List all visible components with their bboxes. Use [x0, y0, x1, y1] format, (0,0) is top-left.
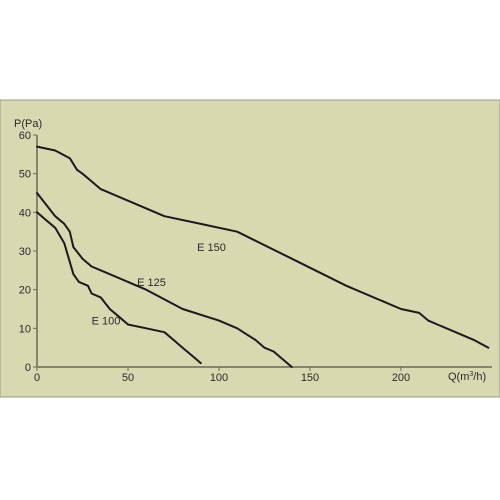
y-tick-label-50: 50 [19, 169, 31, 181]
tick-labels: 0 10 20 30 40 50 60 0 50 100 150 200 [19, 130, 410, 384]
y-axis-label: P(Pa) [14, 118, 42, 130]
series-lines [36, 145, 490, 368]
x-axis-label-superscript: 3 [469, 371, 473, 378]
series-label-e-150: E 150 [197, 242, 226, 254]
y-tick-label-30: 30 [19, 246, 31, 258]
y-tick-label-60: 60 [19, 130, 31, 142]
tick-marks [33, 134, 402, 371]
y-tick-label-10: 10 [19, 323, 31, 335]
y-tick-label-0: 0 [25, 362, 31, 374]
x-tick-label-0: 0 [34, 372, 40, 384]
series-label-e-100: E 100 [92, 316, 121, 328]
x-tick-label-200: 200 [392, 372, 410, 384]
series-line-e-150 [36, 145, 490, 349]
x-axis-label-tail: /h) [473, 371, 486, 383]
x-tick-label-150: 150 [301, 372, 319, 384]
y-tick-label-20: 20 [19, 285, 31, 297]
y-tick-label-40: 40 [19, 207, 31, 219]
x-axis-label-main: Q(m [448, 371, 469, 383]
series-label-e-125: E 125 [137, 277, 166, 289]
series-line-e-125 [36, 192, 293, 368]
series-line-e-100 [36, 211, 202, 365]
series-labels: E 150 E 125 E 100 [92, 242, 226, 327]
x-tick-label-100: 100 [210, 372, 228, 384]
x-axis-label: Q(m3/h) [448, 371, 486, 383]
x-tick-label-50: 50 [122, 372, 134, 384]
chart-background [0, 99, 500, 398]
